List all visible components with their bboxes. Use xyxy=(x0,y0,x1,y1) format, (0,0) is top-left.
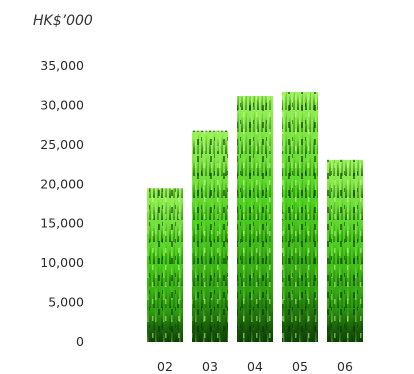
x-tick-label: 03 xyxy=(202,359,218,374)
y-tick-label: 0 xyxy=(76,334,84,349)
bar xyxy=(192,130,228,342)
y-tick-label: 25,000 xyxy=(40,137,84,152)
x-tick-label: 06 xyxy=(337,359,353,374)
y-tick-label: 35,000 xyxy=(40,58,84,73)
bar xyxy=(327,159,363,342)
x-tick-label: 05 xyxy=(292,359,308,374)
bars xyxy=(147,92,363,342)
x-tick-label: 04 xyxy=(247,359,263,374)
y-tick-label: 15,000 xyxy=(40,216,84,231)
x-tick-label: 02 xyxy=(157,359,173,374)
x-axis: 02 03 04 05 06 xyxy=(157,359,353,374)
bar xyxy=(237,95,273,342)
bar xyxy=(282,92,318,342)
y-tick-label: 5,000 xyxy=(48,295,84,310)
y-tick-label: 20,000 xyxy=(40,176,84,191)
bar xyxy=(147,188,183,342)
unit-label: HK$’000 xyxy=(33,13,93,29)
y-axis: 0 5,000 10,000 15,000 20,000 25,000 30,000 35,0… xyxy=(40,58,84,349)
y-tick-label: 10,000 xyxy=(40,255,84,270)
y-tick-label: 30,000 xyxy=(40,97,84,112)
